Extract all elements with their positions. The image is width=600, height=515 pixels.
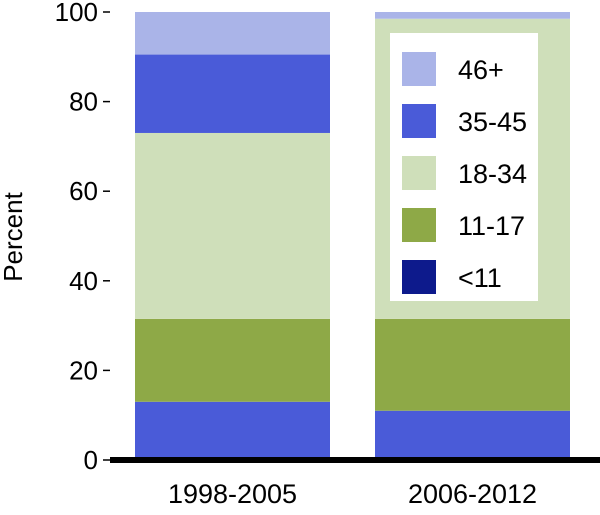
legend-swatch bbox=[402, 260, 436, 294]
y-tick-label: 80 bbox=[69, 87, 98, 117]
legend-swatch bbox=[402, 208, 436, 242]
y-axis: 0 20 40 60 80 100 bbox=[55, 0, 110, 475]
x-tick-label: 2006-2012 bbox=[408, 479, 537, 509]
x-tick-label: 1998-2005 bbox=[168, 479, 297, 509]
y-tick-label: 40 bbox=[69, 266, 98, 296]
bar-segment bbox=[375, 318, 570, 411]
bar-segment bbox=[135, 318, 330, 402]
y-tick-label: 100 bbox=[55, 0, 98, 27]
bar-segment bbox=[135, 132, 330, 319]
bar-segment bbox=[135, 12, 330, 55]
legend-label: 18-34 bbox=[458, 159, 527, 189]
legend-label: 35-45 bbox=[458, 107, 527, 137]
y-tick-label: 60 bbox=[69, 176, 98, 206]
y-tick-label: 0 bbox=[84, 445, 98, 475]
bar-segment bbox=[375, 410, 570, 460]
legend-swatch bbox=[402, 156, 436, 190]
bar-segment bbox=[135, 54, 330, 133]
legend-swatch bbox=[402, 104, 436, 138]
legend-swatch bbox=[402, 52, 436, 86]
legend-label: <11 bbox=[458, 263, 502, 293]
y-tick-label: 20 bbox=[69, 355, 98, 385]
bar-segment bbox=[135, 401, 330, 460]
bar-segment bbox=[375, 12, 570, 19]
legend-label: 46+ bbox=[458, 55, 504, 85]
legend-label: 11-17 bbox=[458, 211, 525, 241]
x-axis: 1998-2005 2006-2012 bbox=[110, 457, 600, 509]
y-axis-label: Percent bbox=[0, 191, 28, 281]
legend: 46+ 35-45 18-34 11-17 <11 bbox=[390, 33, 538, 301]
